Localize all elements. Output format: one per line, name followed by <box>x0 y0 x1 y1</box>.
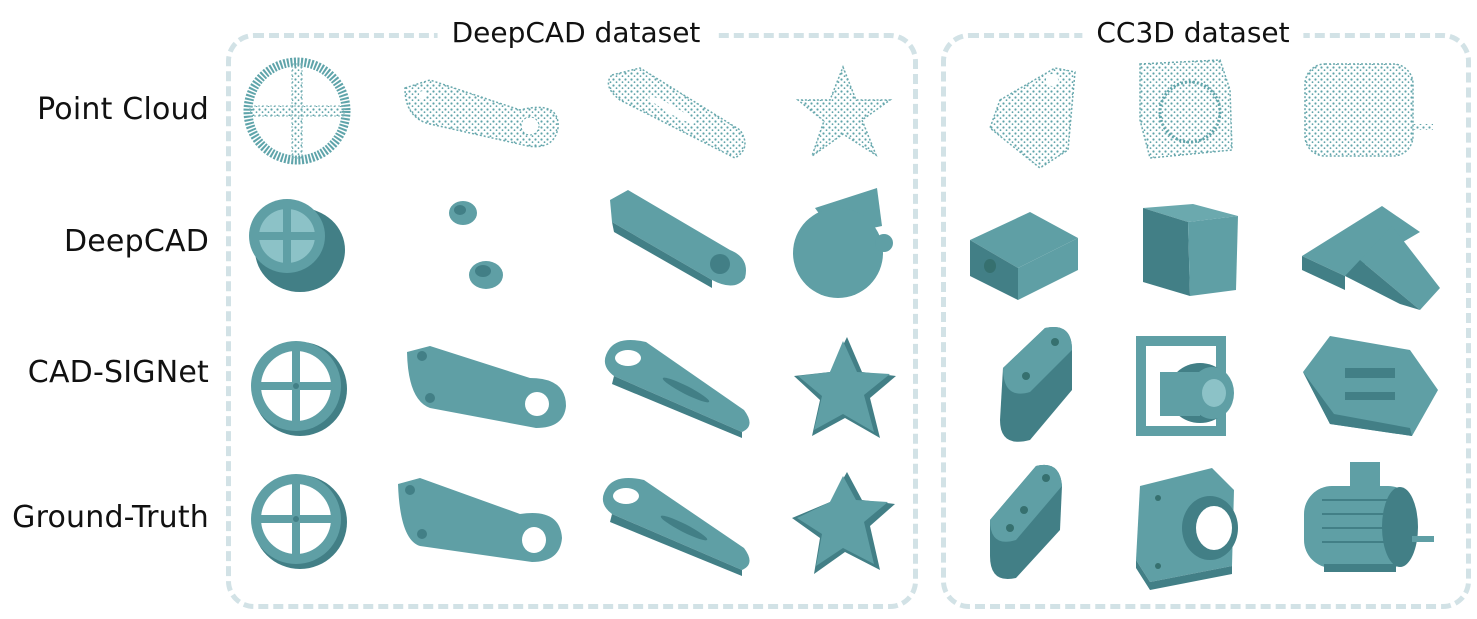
deepcad-arm <box>610 190 746 288</box>
pc-star <box>795 64 893 158</box>
gt-cc3d-motor <box>1304 462 1434 572</box>
signet-star <box>794 337 896 438</box>
pc-bracket <box>404 79 559 148</box>
pc-cc3d-block <box>989 67 1076 169</box>
signet-cc3d-link <box>1000 326 1072 442</box>
signet-cc3d-prism <box>1303 336 1438 436</box>
gt-arm <box>602 478 750 576</box>
row-label-point-cloud: Point Cloud <box>37 92 209 127</box>
deepcad-cc3d-cube <box>1143 204 1238 296</box>
deepcad-disk <box>793 188 893 298</box>
pc-cc3d-flange <box>1139 59 1233 159</box>
signet-wheel <box>251 341 347 436</box>
gt-cc3d-link <box>990 464 1062 580</box>
signet-arm <box>604 340 750 438</box>
pc-cc3d-motor <box>1304 63 1433 157</box>
cc3d-panel-title: CC3D dataset <box>1082 16 1304 49</box>
deepcad-rings <box>449 201 503 289</box>
gt-star <box>792 472 895 574</box>
deepcad-cc3d-wedge <box>1302 206 1440 310</box>
row-label-ground-truth: Ground-Truth <box>12 500 209 535</box>
deepcad-dataset-panel: DeepCAD dataset <box>226 16 918 609</box>
row-label-cad-signet: CAD-SIGNet <box>27 355 209 390</box>
gt-bracket <box>398 478 562 562</box>
gt-cc3d-flange <box>1136 468 1238 590</box>
cc3d-dataset-panel: CC3D dataset <box>941 16 1471 609</box>
signet-bracket <box>407 346 566 428</box>
row-label-deepcad: DeepCAD <box>63 224 209 259</box>
gt-wheel <box>251 474 347 569</box>
deepcad-cc3d-box <box>970 212 1078 300</box>
signet-cc3d-frame <box>1136 336 1234 436</box>
pc-wheel <box>243 57 351 165</box>
deepcad-panel-title: DeepCAD dataset <box>437 16 715 49</box>
pc-arm <box>607 67 746 159</box>
deepcad-wheel <box>249 199 345 292</box>
